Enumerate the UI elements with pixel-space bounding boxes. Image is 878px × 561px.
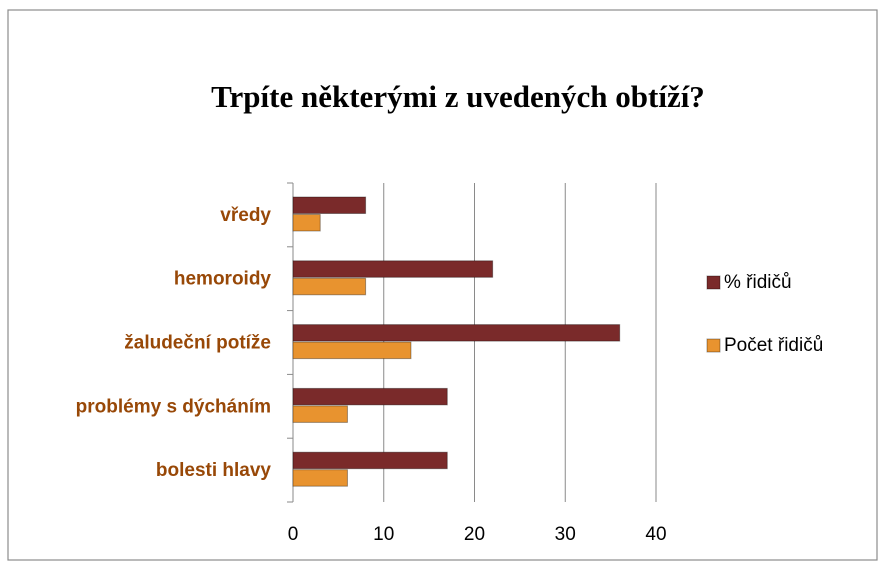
bar <box>292 341 412 360</box>
x-tick-label: 20 <box>464 524 485 545</box>
bar <box>292 387 448 406</box>
bar <box>292 196 367 214</box>
y-tick-label: bolesti hlavy <box>156 460 272 481</box>
bar <box>292 405 348 423</box>
x-tick-label: 40 <box>645 524 666 545</box>
bar <box>292 214 321 232</box>
bar <box>292 260 494 278</box>
y-tick-label: problémy s dýcháním <box>76 396 271 417</box>
legend-swatch <box>706 338 721 353</box>
y-tick-label: hemoroidy <box>174 269 272 290</box>
legend-label: Počet řidičů <box>724 335 823 356</box>
bar <box>292 469 348 487</box>
x-tick-label: 10 <box>373 524 394 545</box>
legend-label: % řidičů <box>724 272 792 293</box>
y-tick-label: vředy <box>220 205 271 226</box>
chart-title: Trpíte některými z uvedených obtíží? <box>211 79 705 114</box>
bar <box>292 451 448 470</box>
bar <box>292 324 621 342</box>
x-tick-label: 0 <box>288 524 299 545</box>
y-tick-label: žaludeční potíže <box>124 333 271 354</box>
bar <box>292 277 367 296</box>
x-tick-label: 30 <box>555 524 576 545</box>
legend-swatch <box>706 275 721 290</box>
